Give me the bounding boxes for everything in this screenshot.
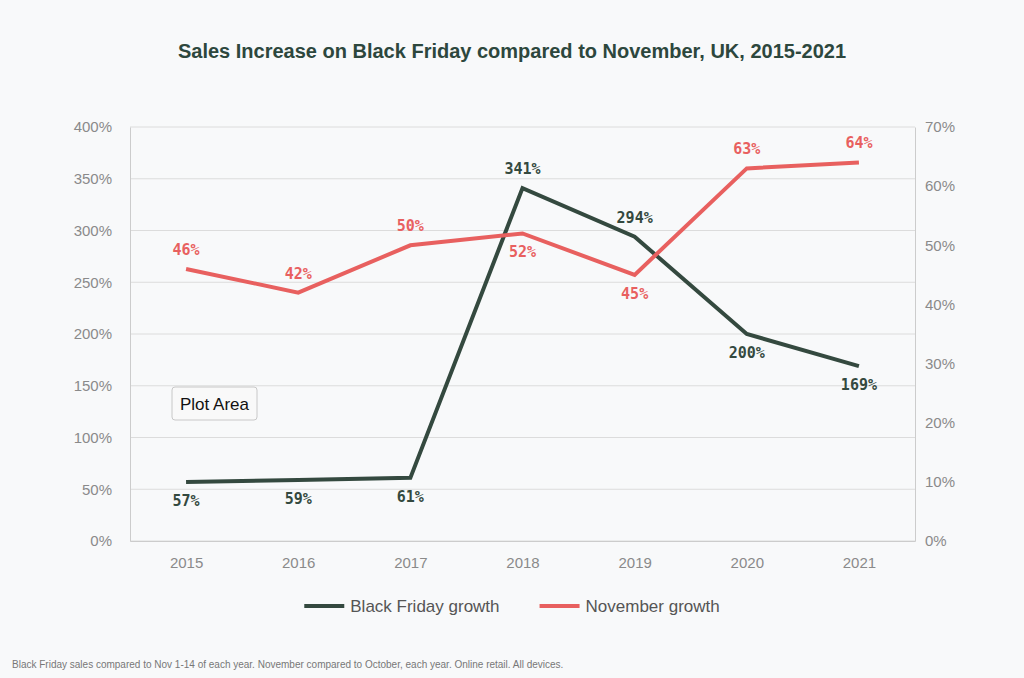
legend-swatch <box>304 604 344 608</box>
axis-line <box>130 128 131 542</box>
tick-label: 250% <box>74 274 112 291</box>
data-label: 52% <box>509 243 536 261</box>
tick-label: 2021 <box>843 554 876 571</box>
tick-label: 350% <box>74 170 112 187</box>
tick: 2019 <box>618 541 651 571</box>
legend-item: November growth <box>540 597 720 616</box>
tick: 40% <box>915 296 955 313</box>
tick-label: 2017 <box>394 554 427 571</box>
tick-label: 10% <box>925 473 955 490</box>
plot-area <box>186 162 859 482</box>
footnote: Black Friday sales compared to Nov 1-14 … <box>12 659 563 670</box>
grid-line <box>130 334 915 335</box>
tick: 50% <box>915 237 955 254</box>
data-labels: 57% 59% 61% 341% 294% 200% 169% 46% 42% 50% 52% 45%… <box>173 134 877 510</box>
legend-swatch <box>540 604 580 608</box>
tick-label: 100% <box>74 429 112 446</box>
tick-label: 40% <box>925 296 955 313</box>
tick: 2017 <box>394 541 427 571</box>
tick-label: 2018 <box>506 554 539 571</box>
legend: Black Friday growth November growth <box>304 597 719 616</box>
grid-line <box>130 178 915 179</box>
tick: 2021 <box>843 541 876 571</box>
tick-label: 0% <box>925 532 947 549</box>
tick: 2015 <box>170 541 203 571</box>
grid-line <box>130 127 915 128</box>
tick: 2020 <box>731 541 764 571</box>
data-label: 50% <box>397 217 424 235</box>
tick: 60% <box>915 177 955 194</box>
tick: 400% <box>74 118 130 135</box>
tick-label: 150% <box>74 377 112 394</box>
data-label: 169% <box>841 376 877 394</box>
data-label: 63% <box>733 140 760 158</box>
grid-line <box>130 489 915 490</box>
tick: 200% <box>74 325 130 342</box>
data-label: 61% <box>397 488 424 506</box>
x-axis: 2015 2016 2017 2018 2019 2020 2021 <box>131 541 916 571</box>
tick: 350% <box>74 170 130 187</box>
tick-label: 50% <box>925 237 955 254</box>
grid-line <box>130 437 915 438</box>
chart-title: Sales Increase on Black Friday compared … <box>178 40 846 62</box>
data-label: 294% <box>617 209 653 227</box>
data-label: 45% <box>621 285 648 303</box>
tick: 2018 <box>506 541 539 571</box>
tick: 150% <box>74 377 130 394</box>
tick-label: 50% <box>82 481 112 498</box>
y-axis: 0% 50% 100% 150% 200% 250% 300% 350% 400% <box>74 118 131 549</box>
data-label: 341% <box>504 160 540 178</box>
tick-label: 60% <box>925 177 955 194</box>
annotation: Plot Area <box>172 387 257 420</box>
tick: 250% <box>74 274 130 291</box>
tick: 20% <box>915 414 955 431</box>
grid-line <box>130 385 915 386</box>
tick: 2016 <box>282 541 315 571</box>
tick-label: 2019 <box>618 554 651 571</box>
tick: 100% <box>74 429 130 446</box>
data-label: 57% <box>173 492 200 510</box>
tick-label: 2016 <box>282 554 315 571</box>
legend-item: Black Friday growth <box>304 597 499 616</box>
tick-label: 200% <box>74 325 112 342</box>
axis-line <box>915 128 916 542</box>
grid-line <box>130 230 915 231</box>
tick: 10% <box>915 473 955 490</box>
y2-axis: 0% 10% 20% 30% 40% 50% 60% 70% <box>915 118 955 549</box>
tick-label: 2020 <box>731 554 764 571</box>
tick-label: 30% <box>925 355 955 372</box>
tick: 0% <box>90 532 130 549</box>
chart: Sales Increase on Black Friday compared … <box>0 0 1024 678</box>
grid <box>130 127 915 541</box>
axis-line <box>131 541 916 542</box>
tick: 50% <box>82 481 130 498</box>
tick-label: 400% <box>74 118 112 135</box>
grid-line <box>130 541 915 542</box>
data-label: 59% <box>285 490 312 508</box>
tick-label: 20% <box>925 414 955 431</box>
tick: 30% <box>915 355 955 372</box>
legend-label: Black Friday growth <box>350 597 499 616</box>
tick-label: 300% <box>74 222 112 239</box>
legend-label: November growth <box>586 597 720 616</box>
tick-label: 0% <box>90 532 112 549</box>
data-label: 200% <box>729 344 765 362</box>
annotation-box <box>172 387 257 420</box>
data-label: 46% <box>173 241 200 259</box>
tick-label: 2015 <box>170 554 203 571</box>
series-line <box>186 162 859 292</box>
tick: 0% <box>915 532 947 549</box>
data-label: 64% <box>845 134 872 152</box>
tick-label: 70% <box>925 118 955 135</box>
data-label: 42% <box>285 265 312 283</box>
tick: 70% <box>915 118 955 135</box>
tick: 300% <box>74 222 130 239</box>
annotation-text: Plot Area <box>180 395 250 414</box>
